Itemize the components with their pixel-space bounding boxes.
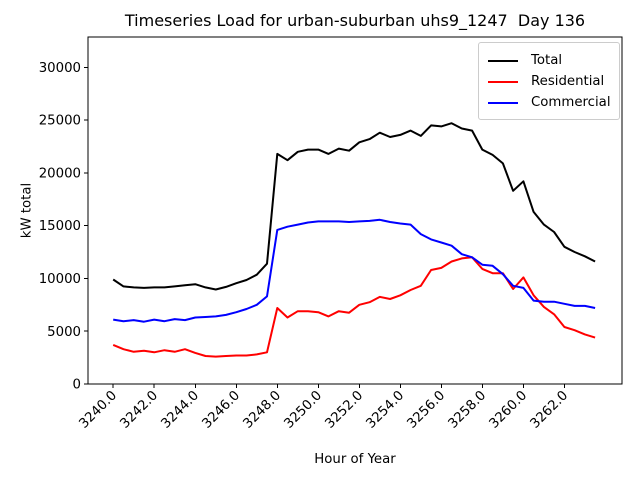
legend: Total Residential Commercial <box>478 42 620 120</box>
x-axis-tick-label: 3258.0 <box>446 388 490 432</box>
y-axis-label: kW total <box>19 182 35 239</box>
commercial-line-swatch <box>488 101 518 104</box>
legend-item-residential: Residential <box>488 71 611 92</box>
legend-label-total: Total <box>531 52 563 68</box>
x-axis-tick-label: 3240.0 <box>77 388 121 432</box>
residential-line-swatch <box>488 80 518 83</box>
legend-label-residential: Residential <box>531 73 605 89</box>
series-commercial-line <box>113 218 596 323</box>
y-axis-tick-label: 15000 <box>39 219 81 234</box>
x-axis-tick-label: 3248.0 <box>241 388 285 432</box>
x-axis-tick-label: 3254.0 <box>364 388 408 432</box>
x-axis-tick-label: 3262.0 <box>528 388 572 432</box>
x-axis-tick-label: 3242.0 <box>118 388 162 432</box>
y-axis-tick-label: 10000 <box>39 272 81 287</box>
series-total-line <box>112 122 596 291</box>
y-axis-tick-label: 5000 <box>47 325 81 340</box>
legend-item-total: Total <box>488 50 611 71</box>
x-axis-label: Hour of Year <box>314 452 396 467</box>
y-axis-tick-label: 20000 <box>39 166 81 181</box>
axes-spines <box>87 36 623 385</box>
legend-item-commercial: Commercial <box>488 92 611 113</box>
x-axis-tick-label: 3246.0 <box>200 388 244 432</box>
y-axis-tick-label: 30000 <box>39 61 81 76</box>
x-axis-tick-label: 3260.0 <box>487 388 531 432</box>
y-axis-tick-label: 0 <box>73 378 81 393</box>
total-line-swatch <box>488 59 518 62</box>
x-axis-tick-label: 3252.0 <box>323 388 367 432</box>
series-residential-line <box>112 256 596 358</box>
x-axis-tick-label: 3250.0 <box>282 388 326 432</box>
x-axis-tick-label: 3256.0 <box>405 388 449 432</box>
chart-title: Timeseries Load for urban-suburban uhs9_… <box>124 11 586 30</box>
legend-label-commercial: Commercial <box>531 94 611 110</box>
y-axis-tick-label: 25000 <box>39 114 81 129</box>
x-axis-tick-label: 3244.0 <box>159 388 203 432</box>
